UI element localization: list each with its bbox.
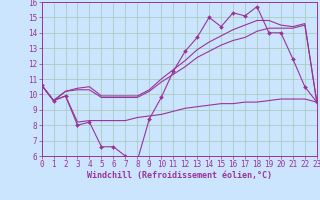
X-axis label: Windchill (Refroidissement éolien,°C): Windchill (Refroidissement éolien,°C) xyxy=(87,171,272,180)
